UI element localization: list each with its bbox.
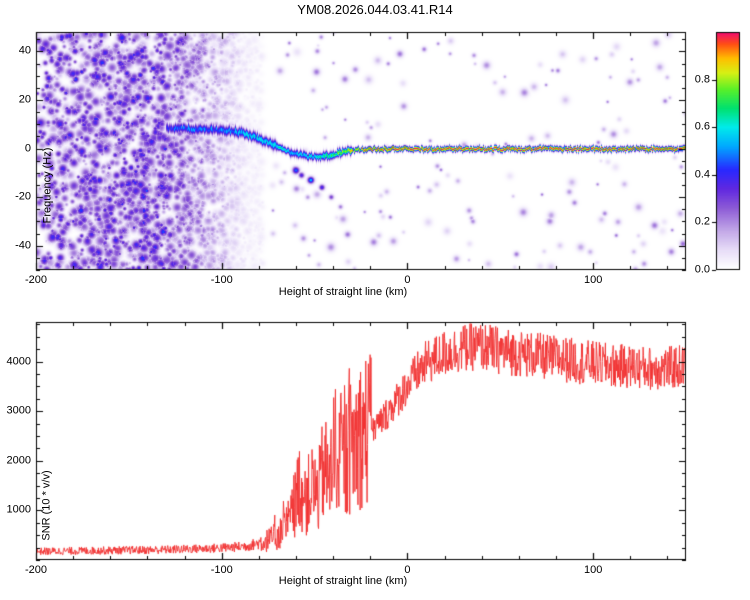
panel0-ytick-4: -40 <box>15 239 31 252</box>
colorbar-tick-3: 0.6 <box>694 120 710 133</box>
panel1-ytick-2: 3000 <box>6 404 31 417</box>
panel1-xtick-1: -100 <box>210 564 233 576</box>
colorbar-tick-4: 0.8 <box>694 73 710 86</box>
colorbar-tick-1: 0.2 <box>694 215 710 228</box>
panel1-xtick-2: 0 <box>404 564 411 576</box>
panel0-xtick-1: -100 <box>210 274 233 286</box>
colorbar-tick-0: 0.0 <box>694 263 710 276</box>
panel1-ytick-0: 1000 <box>6 503 31 516</box>
panel0-ytick-2: 0 <box>24 142 31 155</box>
panel0-ytick-3: -20 <box>15 190 31 203</box>
colorbar-tick-2: 0.4 <box>694 168 710 181</box>
top-panel-yaxis-label: Frequency (Hz) <box>41 147 54 224</box>
top-panel-xaxis-label: Height of straight line (km) <box>278 286 408 298</box>
bottom-panel-xaxis-label: Height of straight line (km) <box>278 575 408 587</box>
panel0-xtick-0: -200 <box>24 274 48 286</box>
bottom-panel-yaxis-label: SNR (10 * v/v) <box>40 470 53 541</box>
panel1-ytick-3: 4000 <box>6 355 31 368</box>
panel1-xtick-3: 100 <box>583 564 603 576</box>
figure-title: YM08.2026.044.03.41.R14 <box>297 2 453 17</box>
panel1-xtick-0: -200 <box>24 564 48 576</box>
panel0-xtick-2: 0 <box>404 274 411 286</box>
panel0-ytick-1: 20 <box>18 93 31 106</box>
panel1-ytick-1: 2000 <box>6 454 31 467</box>
panel0-xtick-3: 100 <box>583 274 603 286</box>
panel0-ytick-0: 40 <box>18 44 31 57</box>
